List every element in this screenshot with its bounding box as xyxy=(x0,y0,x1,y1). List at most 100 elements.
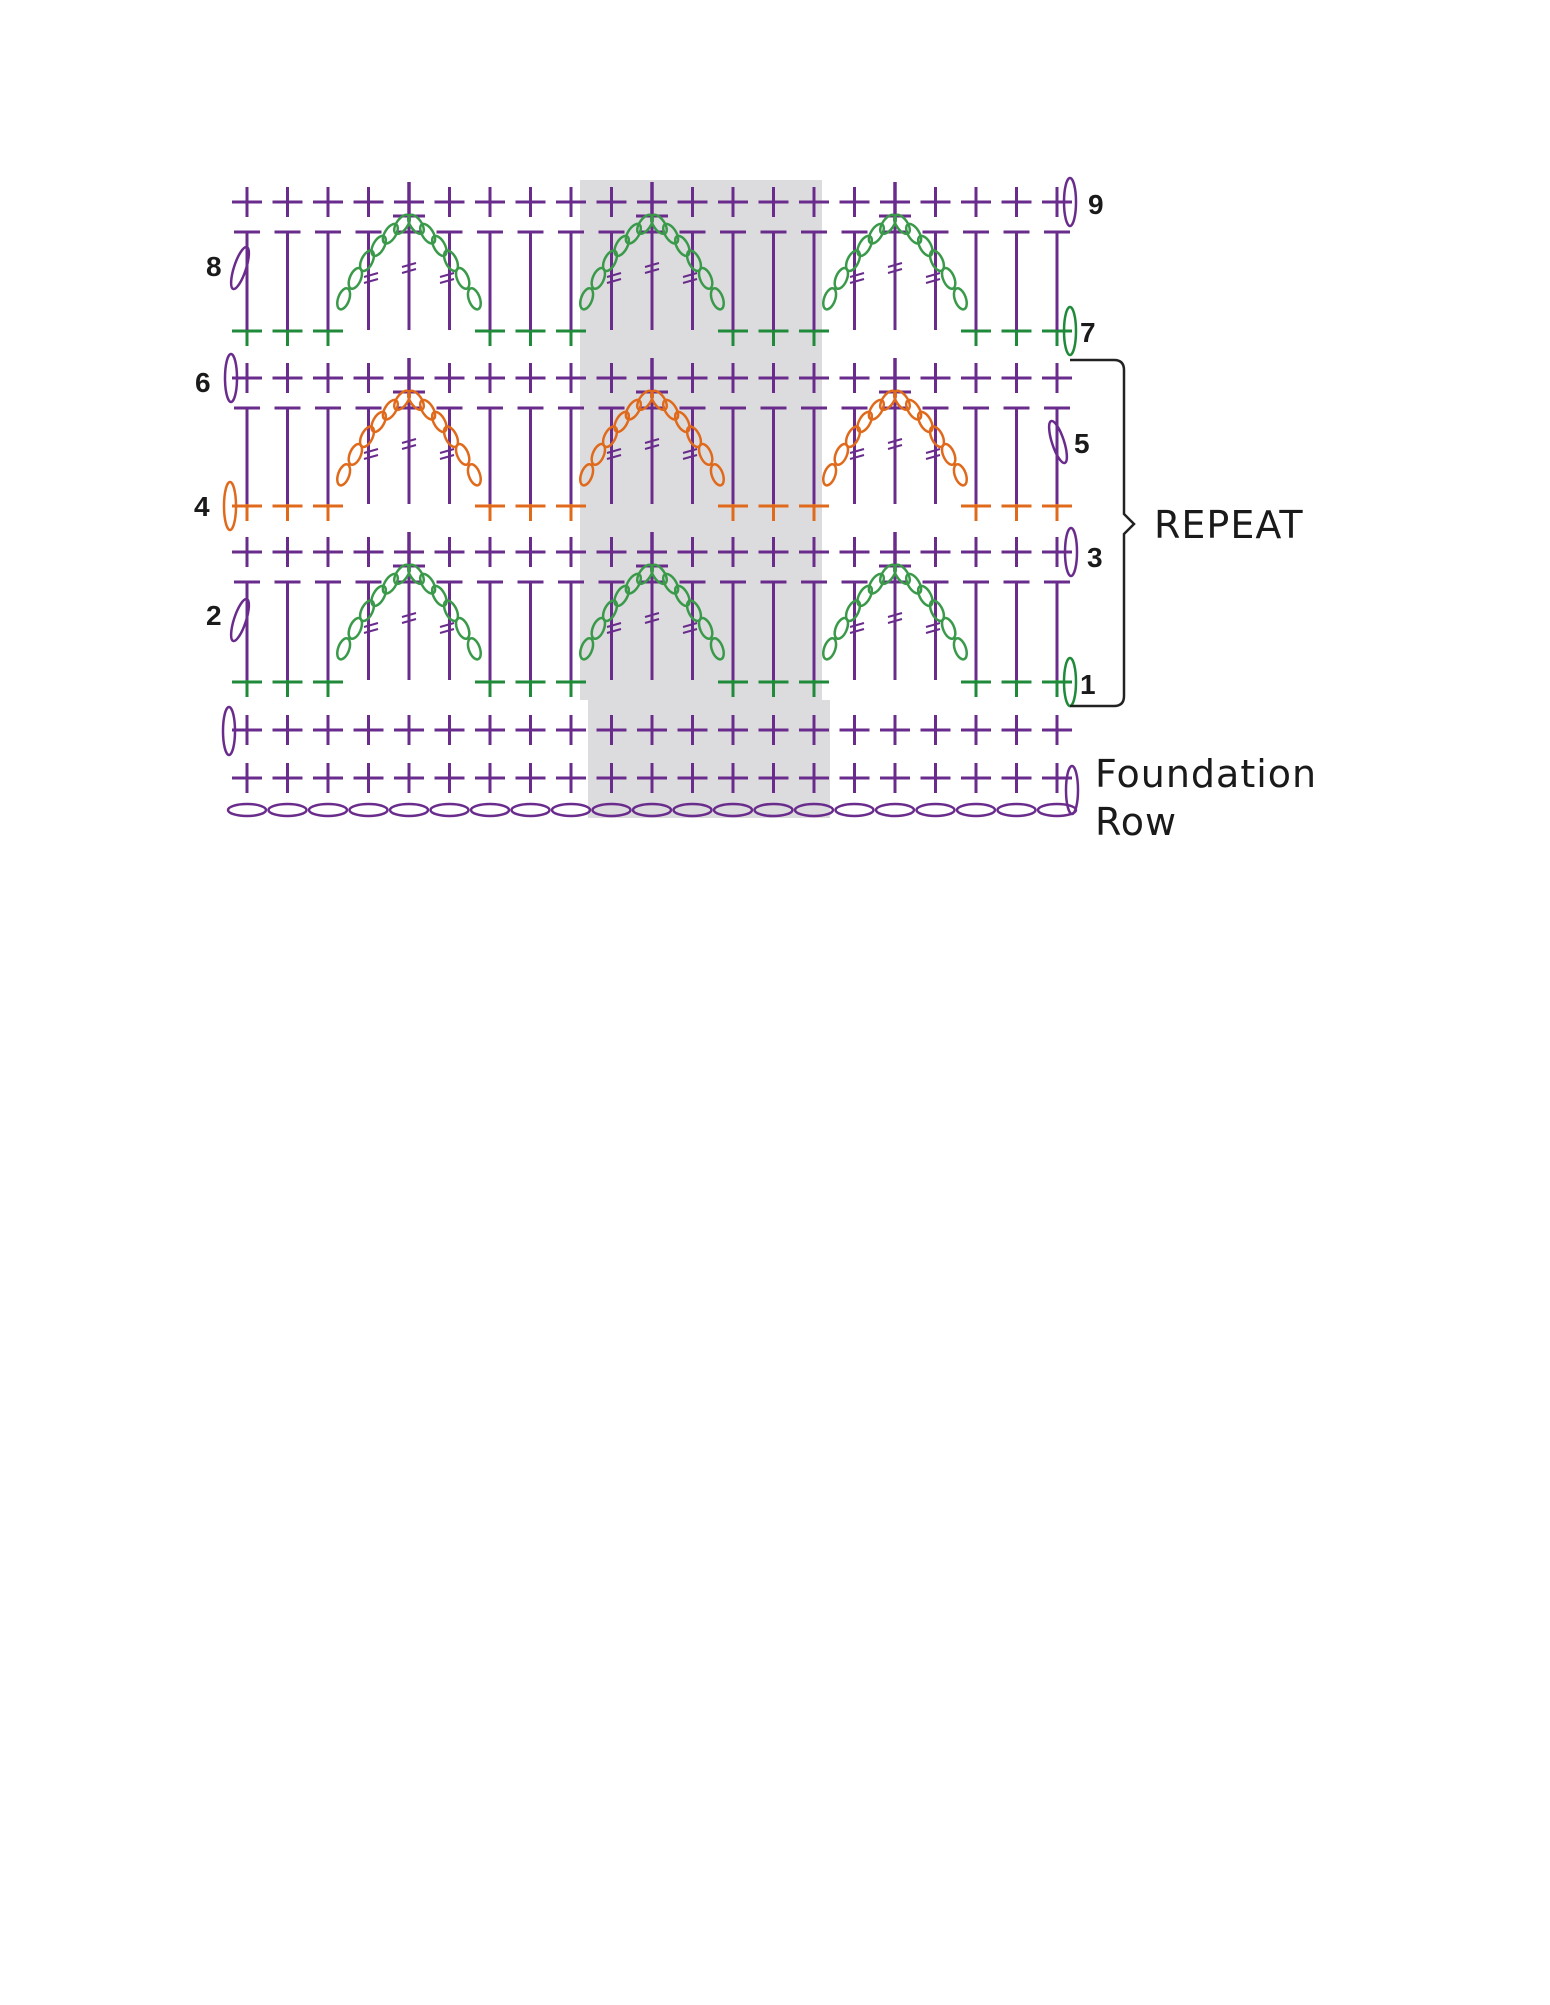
arch-chain-left xyxy=(381,572,400,595)
foundation-chain xyxy=(307,802,349,818)
foundation-chain xyxy=(469,802,511,818)
arch-chain-right xyxy=(940,616,957,641)
arch-chain-right xyxy=(916,234,934,258)
treble-mark xyxy=(644,444,660,450)
treble-mark xyxy=(887,438,903,444)
treble-mark xyxy=(849,278,865,284)
foundation-row-label: Foundation xyxy=(1095,752,1317,796)
arch-chain-right xyxy=(430,584,448,608)
treble-mark xyxy=(606,272,622,278)
row-number-4: 4 xyxy=(194,491,210,522)
row-number-3: 3 xyxy=(1087,542,1103,573)
turning-chains xyxy=(221,176,1080,818)
treble-mark xyxy=(644,438,660,444)
treble-mark xyxy=(401,268,417,274)
arch-chain-right xyxy=(940,266,957,291)
foundation-row-label-line2: Row xyxy=(1095,800,1177,844)
repeat-band-lower xyxy=(588,700,830,818)
arch-chain-right xyxy=(952,463,968,487)
arch-chain-right xyxy=(916,584,934,608)
treble-mark xyxy=(887,262,903,268)
treble-mark xyxy=(363,622,379,628)
arch-chain-left xyxy=(590,616,607,641)
foundation-turning-chain xyxy=(1064,764,1080,816)
turning-chain-dc xyxy=(229,597,251,643)
arch-chain-right xyxy=(904,398,923,421)
row-number-8: 8 xyxy=(206,251,222,282)
turning-chain xyxy=(1063,526,1079,578)
treble-mark xyxy=(682,628,698,634)
arch-chain-left xyxy=(579,287,595,311)
treble-mark xyxy=(363,278,379,284)
treble-mark xyxy=(644,268,660,274)
repeat-label: REPEAT xyxy=(1154,503,1304,547)
arch-chain-left xyxy=(833,616,850,641)
arch-chain-right xyxy=(697,616,714,641)
turning-chain xyxy=(1062,305,1078,357)
arch-chain-left xyxy=(856,410,874,434)
foundation-chain xyxy=(550,802,592,818)
treble-mark xyxy=(682,278,698,284)
foundation-chain xyxy=(591,802,632,818)
treble-mark xyxy=(439,278,455,284)
turning-chain xyxy=(223,352,239,404)
treble-mark xyxy=(606,448,622,454)
arch-chain-left xyxy=(833,442,850,467)
arch-chain-right xyxy=(709,287,725,311)
arch-chain-right xyxy=(697,442,714,467)
treble-mark xyxy=(363,454,379,460)
arch-chain-left xyxy=(370,410,388,434)
foundation-chain xyxy=(834,802,875,818)
arch-chain-right xyxy=(940,442,957,467)
foundation-chain xyxy=(874,802,916,818)
chain-arches xyxy=(336,198,968,661)
foundation-chain xyxy=(388,802,430,818)
row-number-2: 2 xyxy=(206,600,222,631)
foundation-chain xyxy=(429,802,470,818)
foundation-chain xyxy=(915,802,956,818)
arch-chain-left xyxy=(579,463,595,487)
arch-chain-right xyxy=(697,266,714,291)
arch-chain-right xyxy=(466,287,482,311)
arch-chain-right xyxy=(430,234,448,258)
arch-chain-left xyxy=(856,234,874,258)
treble-mark xyxy=(439,272,455,278)
treble-mark xyxy=(682,622,698,628)
treble-mark xyxy=(401,444,417,450)
arch-chain-right xyxy=(952,287,968,311)
arch-chain-left xyxy=(856,584,874,608)
arch-chain-right xyxy=(418,222,437,245)
foundation-chain xyxy=(267,802,308,818)
arch-chain-left xyxy=(347,616,364,641)
treble-mark xyxy=(887,268,903,274)
treble-mark xyxy=(363,448,379,454)
turning-chain-dc xyxy=(229,245,251,291)
turning-chain xyxy=(1062,176,1078,228)
treble-mark xyxy=(644,262,660,268)
treble-mark xyxy=(849,272,865,278)
arch-chain-right xyxy=(418,398,437,421)
treble-mark xyxy=(887,612,903,618)
treble-mark xyxy=(925,622,941,628)
turning-chain xyxy=(222,480,238,532)
row-number-9: 9 xyxy=(1088,189,1104,220)
arch-chain-left xyxy=(381,222,400,245)
arch-chain-left xyxy=(347,266,364,291)
treble-mark xyxy=(401,438,417,444)
arch-chain-left xyxy=(833,266,850,291)
arch-chain-right xyxy=(466,463,482,487)
arch-chain-left xyxy=(867,572,886,595)
treble-mark xyxy=(644,612,660,618)
treble-mark xyxy=(439,448,455,454)
arch-chain-right xyxy=(454,442,471,467)
row-number-1: 1 xyxy=(1080,669,1096,700)
treble-mark xyxy=(401,612,417,618)
foundation-chain xyxy=(672,802,713,818)
treble-mark xyxy=(401,618,417,624)
treble-mark xyxy=(849,454,865,460)
arch-chain-left xyxy=(381,398,400,421)
treble-mark xyxy=(606,278,622,284)
row-number-7: 7 xyxy=(1080,317,1096,348)
treble-mark xyxy=(925,278,941,284)
